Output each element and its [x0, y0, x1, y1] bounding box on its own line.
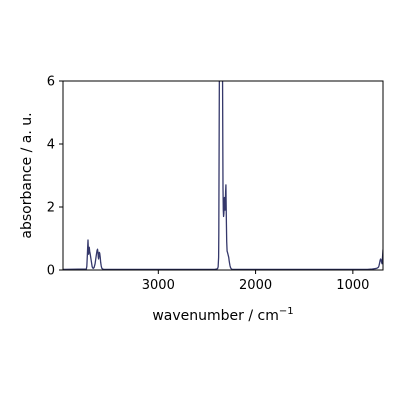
- series-line-0: [63, 81, 383, 270]
- y-tick-label: 4: [47, 138, 55, 153]
- x-axis-label-text: wavenumber / cm: [152, 308, 279, 324]
- y-axis-label: absorbance / a. u.: [19, 112, 35, 238]
- y-tick-label: 0: [47, 264, 55, 279]
- series-layer: [63, 81, 383, 270]
- plot-frame: [62, 80, 384, 271]
- y-tick-label: 2: [47, 201, 55, 216]
- x-tick-label: 3000: [142, 278, 175, 293]
- x-axis-label: wavenumber / cm−1: [152, 306, 293, 324]
- x-axis-ticks: 3000 2000 1000: [142, 270, 369, 293]
- y-axis-ticks: 0 2 4 6: [47, 75, 63, 279]
- x-tick-label: 1000: [336, 278, 369, 293]
- x-tick-label: 2000: [239, 278, 272, 293]
- y-tick-label: 6: [47, 75, 55, 90]
- x-axis-label-superscript: −1: [279, 306, 294, 317]
